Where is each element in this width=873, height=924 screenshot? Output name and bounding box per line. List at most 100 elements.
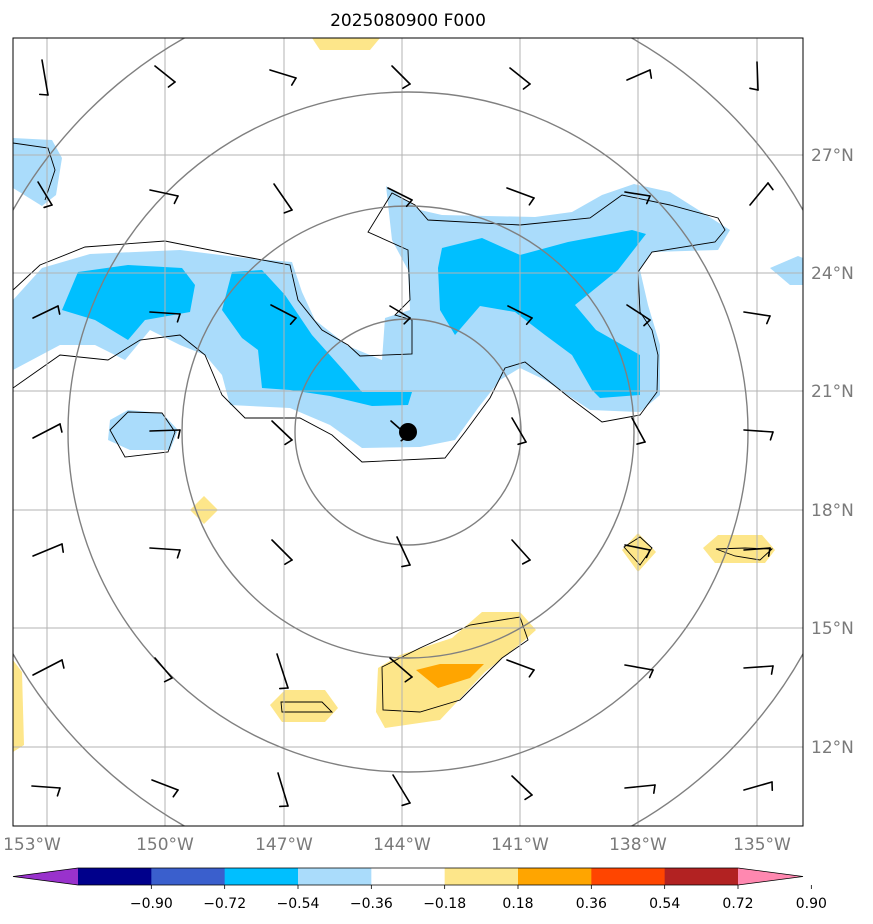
lon-label: 135°W <box>733 835 791 855</box>
longitude-labels: 153°W 150°W 147°W 144°W 141°W 138°W 135°… <box>3 835 791 855</box>
wind-barb <box>154 65 176 83</box>
wind-barb <box>32 659 63 676</box>
wind-barb-flag <box>289 317 297 325</box>
wind-barb <box>509 67 531 85</box>
colorbar-swatch <box>298 868 372 885</box>
wind-barb <box>511 775 533 796</box>
wind-barb <box>624 784 656 789</box>
wind-barb-flag <box>653 784 656 794</box>
wind-barb <box>31 785 61 789</box>
wind-barb-flag <box>167 81 176 88</box>
wind-barb-flag <box>766 315 771 325</box>
wind-barb-flag <box>401 802 411 807</box>
wind-barb-flag <box>648 669 654 679</box>
colorbar-tick-label: 0.18 <box>502 896 533 912</box>
lon-label: 150°W <box>136 835 194 855</box>
graticule <box>13 38 803 826</box>
wind-barb-flag <box>636 441 646 445</box>
wind-barb-flag <box>645 195 651 205</box>
wind-barb <box>154 657 173 679</box>
map-area <box>13 38 803 826</box>
wind-barb <box>507 305 533 319</box>
wind-barbs <box>31 59 774 808</box>
lat-label: 15°N <box>811 619 854 639</box>
wind-barb <box>389 657 413 678</box>
wind-barb <box>756 61 759 91</box>
wind-barb-flag <box>749 87 759 91</box>
wind-barb-flag <box>649 69 653 79</box>
lon-label: 138°W <box>609 835 667 855</box>
wind-barb <box>151 779 179 791</box>
wind-barb-flag <box>283 209 293 214</box>
wind-barb <box>32 543 63 557</box>
colorbar: −0.90 −0.72 −0.54 −0.36 −0.18 0.18 0.36 0.54 0.7… <box>12 867 827 912</box>
wind-barb <box>396 536 411 566</box>
wind-barb <box>277 772 289 807</box>
wind-barb-flag <box>645 549 651 559</box>
colorbar-tick-label: −0.54 <box>277 896 320 912</box>
wind-barb-flag <box>402 83 411 90</box>
wind-barb <box>37 181 53 206</box>
lat-label: 27°N <box>811 146 854 166</box>
wind-barb-flag <box>767 547 771 557</box>
wind-barb <box>749 182 769 206</box>
wind-barb <box>511 539 531 561</box>
lon-label: 144°W <box>373 835 431 855</box>
lon-label: 153°W <box>3 835 61 855</box>
wind-barb-flag <box>643 319 651 327</box>
wind-barb-flag <box>517 441 527 446</box>
wind-barb <box>387 187 413 201</box>
wind-barb <box>149 311 181 315</box>
wind-barb <box>743 781 773 791</box>
colorbar-swatch <box>224 868 299 885</box>
wind-barb-flag <box>767 182 774 191</box>
wind-barb-flag <box>59 423 63 433</box>
wind-barb <box>149 547 181 551</box>
wind-barb <box>271 539 293 561</box>
wind-barb-flag <box>56 787 61 797</box>
wind-barb <box>506 659 535 671</box>
wind-barb <box>32 423 61 439</box>
wind-barb <box>743 429 774 433</box>
wind-barb-flag <box>528 197 535 206</box>
wind-barb-flag <box>61 659 65 669</box>
colorbar-swatch <box>371 868 446 885</box>
lon-label: 147°W <box>255 835 313 855</box>
lon-label: 141°W <box>491 835 549 855</box>
colorbar-tick-label: −0.18 <box>423 896 466 912</box>
wind-barb <box>391 65 411 85</box>
wind-barb-flag <box>404 676 413 683</box>
wind-barb <box>276 653 289 689</box>
wind-barb-flag <box>176 549 181 559</box>
wind-barb <box>149 189 179 197</box>
wind-barb-flag <box>521 559 531 565</box>
wind-barb-flag <box>401 564 411 568</box>
wind-barb <box>631 417 646 443</box>
wind-barb <box>270 304 297 319</box>
figure-title: 2025080900 F000 <box>330 11 486 31</box>
wind-barb-flag <box>405 199 413 208</box>
wind-barb <box>743 665 774 669</box>
map-frame <box>12 37 804 827</box>
latitude-labels: 27°N 24°N 21°N 18°N 15°N 12°N <box>811 146 854 758</box>
wind-barb <box>743 547 771 551</box>
wind-barb <box>149 429 181 432</box>
lat-label: 24°N <box>811 264 854 284</box>
wind-barb-flag <box>38 93 49 96</box>
wind-barb-flag <box>290 77 297 86</box>
colorbar-tick-label: −0.90 <box>130 896 173 912</box>
wind-barb <box>743 311 771 317</box>
wind-barb-flag <box>769 431 774 441</box>
wind-barb <box>32 305 59 319</box>
wind-barb <box>624 544 651 551</box>
colorbar-tick-label: 0.72 <box>722 896 753 912</box>
wind-barb-flag <box>163 677 173 683</box>
wind-barb <box>271 420 293 441</box>
colorbar-tick-label: 0.54 <box>649 896 680 912</box>
colorbar-swatch <box>591 868 666 885</box>
wind-barb-flag <box>173 195 179 205</box>
wind-barb-flag <box>525 317 533 326</box>
wind-barb-flag <box>528 669 535 678</box>
wind-barb-flag <box>522 83 531 90</box>
